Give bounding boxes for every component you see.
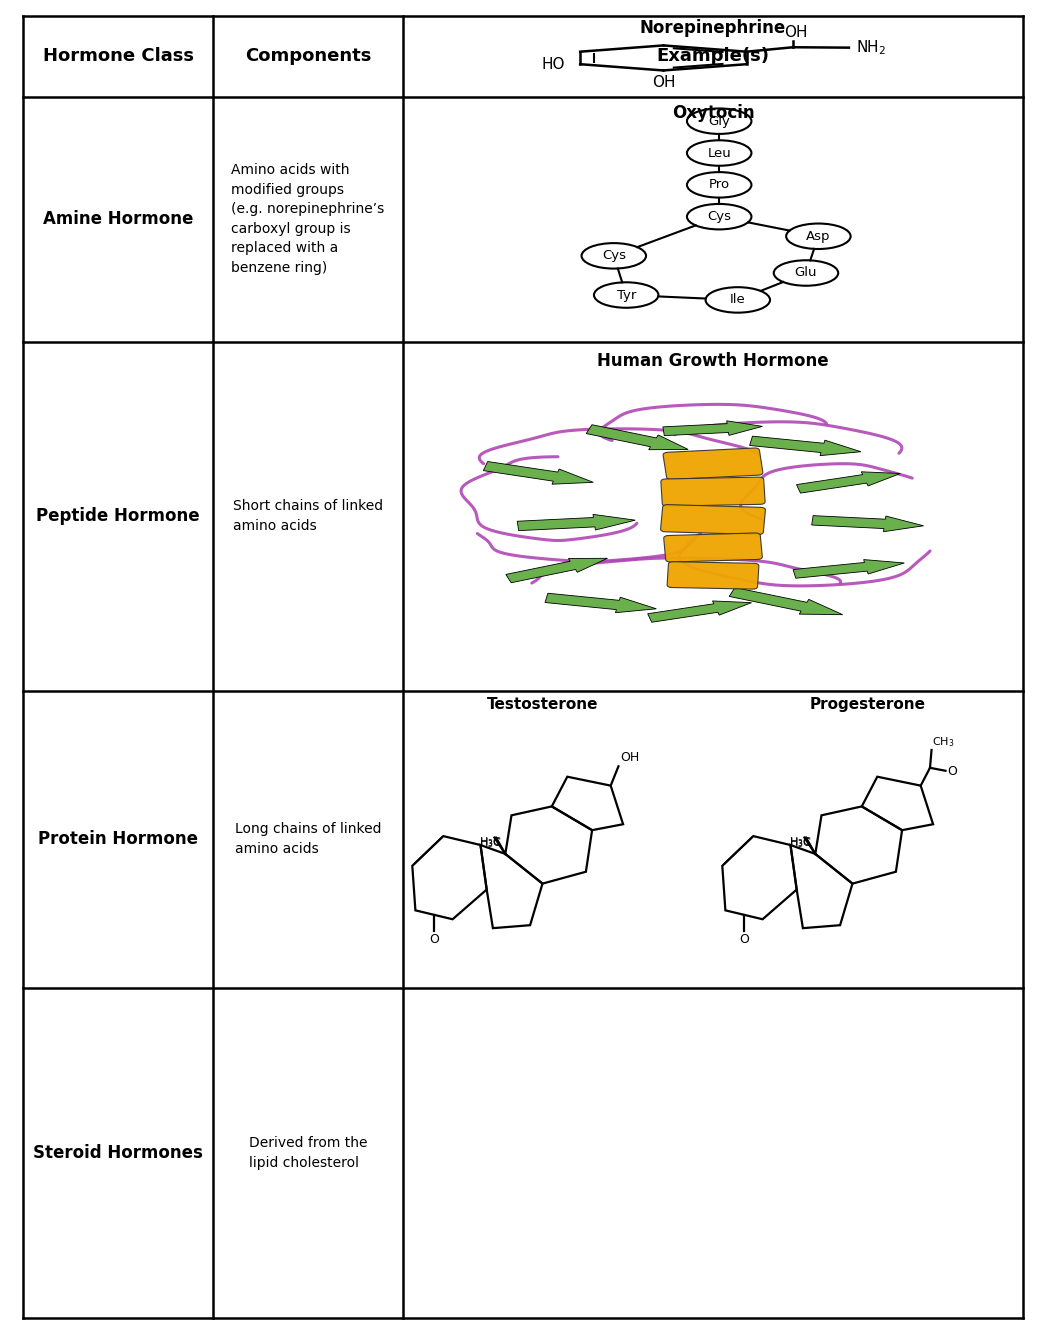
Text: Components: Components [245,48,371,65]
Text: OH: OH [620,751,639,764]
Text: Peptide Hormone: Peptide Hormone [37,508,200,525]
Text: H$_3$C: H$_3$C [479,836,502,851]
Text: O: O [740,933,749,946]
FancyBboxPatch shape [664,533,763,562]
Text: O: O [947,766,957,777]
Text: Amino acids with
modified groups
(e.g. norepinephrine’s
carboxyl group is
replac: Amino acids with modified groups (e.g. n… [231,163,385,275]
Text: NH$_2$: NH$_2$ [857,39,887,57]
Text: Tyr: Tyr [616,288,636,302]
Text: Cys: Cys [707,210,731,223]
FancyBboxPatch shape [661,505,766,534]
FancyBboxPatch shape [661,477,765,506]
PathPatch shape [545,593,656,613]
Text: Human Growth Hormone: Human Growth Hormone [597,352,828,369]
Text: Oxytocin: Oxytocin [672,104,754,122]
PathPatch shape [663,421,763,436]
Text: Testosterone: Testosterone [486,696,598,711]
PathPatch shape [517,514,635,530]
Text: H$_3$C: H$_3$C [790,836,812,849]
FancyBboxPatch shape [667,562,758,589]
Text: Derived from the
lipid cholesterol: Derived from the lipid cholesterol [249,1136,367,1170]
Text: Gly: Gly [708,114,730,128]
PathPatch shape [483,461,593,484]
FancyBboxPatch shape [663,448,763,480]
Text: Cys: Cys [601,250,626,262]
Text: Amine Hormone: Amine Hormone [43,210,194,229]
Text: Leu: Leu [707,146,731,159]
Text: Long chains of linked
amino acids: Long chains of linked amino acids [234,823,381,856]
Text: Hormone Class: Hormone Class [43,48,194,65]
Text: Pro: Pro [708,178,730,191]
Text: Progesterone: Progesterone [810,696,926,711]
Text: Ile: Ile [730,294,746,307]
PathPatch shape [812,516,924,532]
Text: H$_3$C: H$_3$C [479,836,502,849]
Text: OH: OH [784,25,808,40]
PathPatch shape [729,587,843,615]
Text: OH: OH [652,74,675,90]
Text: Asp: Asp [806,230,831,243]
Text: Norepinephrine: Norepinephrine [640,19,787,37]
Text: Short chains of linked
amino acids: Short chains of linked amino acids [233,500,383,533]
Text: Example(s): Example(s) [657,48,770,65]
Text: H$_3$C: H$_3$C [790,836,812,851]
PathPatch shape [647,601,751,622]
Text: Steroid Hormones: Steroid Hormones [33,1144,203,1162]
PathPatch shape [796,472,901,493]
Text: Protein Hormone: Protein Hormone [38,831,198,848]
Text: O: O [429,933,439,946]
Text: Glu: Glu [795,267,817,279]
PathPatch shape [506,558,608,582]
Text: CH$_3$: CH$_3$ [932,735,955,748]
PathPatch shape [750,436,861,456]
PathPatch shape [586,425,688,449]
Text: HO: HO [541,57,565,72]
PathPatch shape [793,560,905,578]
